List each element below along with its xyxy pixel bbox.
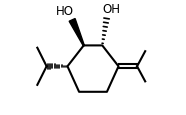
Text: HO: HO (56, 5, 74, 18)
Text: OH: OH (102, 3, 121, 16)
Polygon shape (69, 19, 84, 46)
